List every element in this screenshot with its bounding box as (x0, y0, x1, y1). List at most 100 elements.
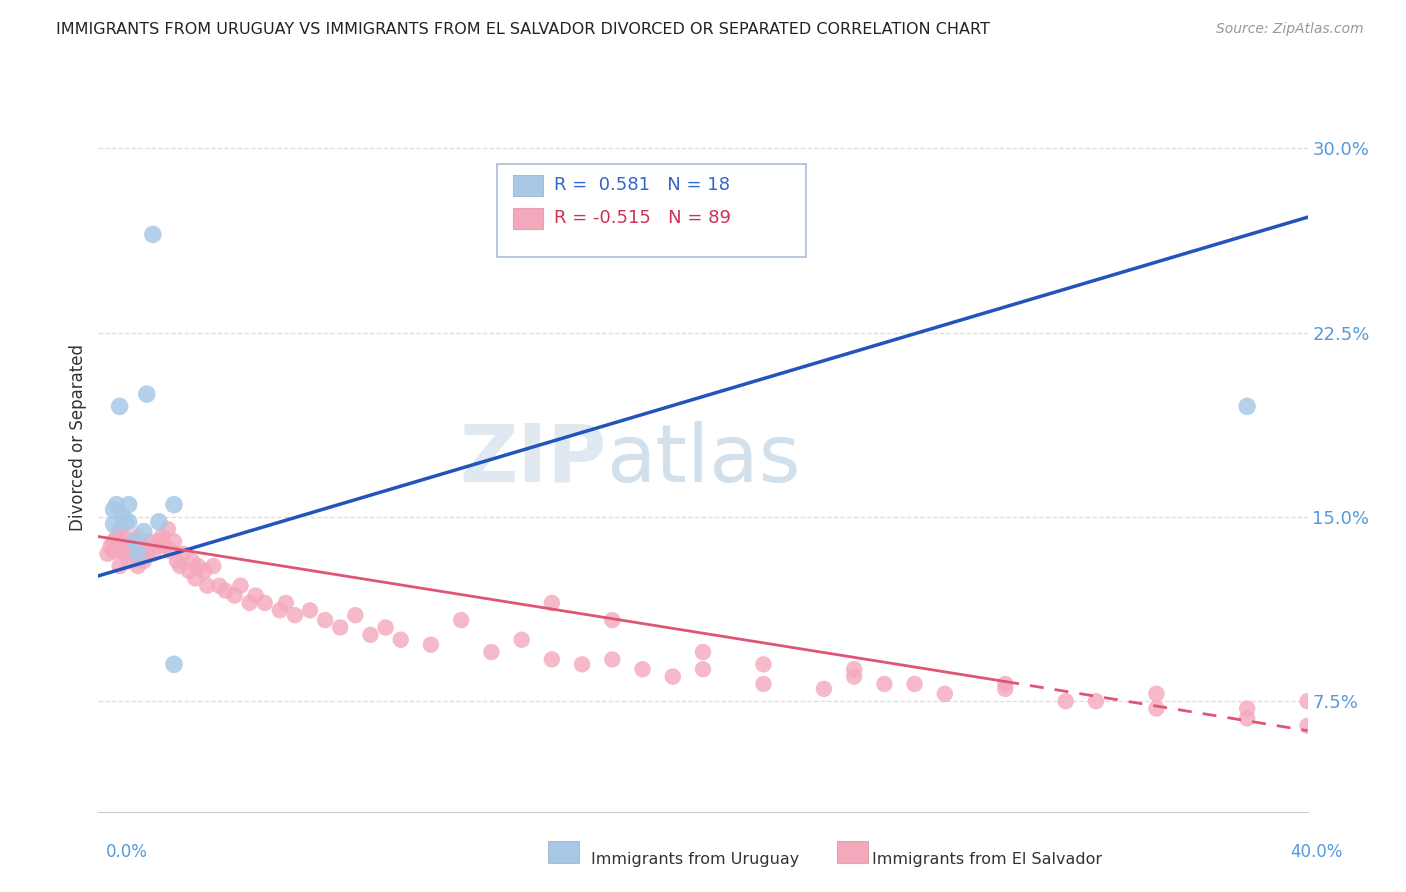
Y-axis label: Divorced or Separated: Divorced or Separated (69, 343, 87, 531)
Point (166, 554, 188, 568)
Point (139, 534, 162, 549)
Point (934, 687, 956, 701)
FancyBboxPatch shape (513, 208, 543, 228)
Point (844, 670, 866, 684)
Point (692, 662, 714, 676)
Point (129, 544, 152, 558)
Point (208, 579, 231, 593)
Point (114, 515, 136, 529)
Point (187, 559, 209, 574)
Point (163, 657, 186, 672)
Point (156, 522, 179, 536)
Point (904, 677, 927, 691)
Point (374, 620, 396, 634)
Point (1296, 719, 1319, 733)
Point (245, 589, 267, 603)
Point (269, 603, 291, 617)
Text: ZIP: ZIP (458, 420, 606, 499)
Point (118, 515, 141, 529)
Point (184, 571, 207, 585)
Point (132, 554, 155, 568)
FancyBboxPatch shape (548, 841, 579, 863)
Point (163, 534, 186, 549)
Point (1236, 701, 1258, 715)
Point (224, 589, 246, 603)
Point (752, 657, 775, 672)
Point (229, 579, 252, 593)
Point (1236, 400, 1258, 414)
Point (1236, 711, 1258, 725)
Point (148, 534, 170, 549)
Point (121, 547, 143, 561)
Point (142, 227, 165, 242)
Point (121, 534, 143, 549)
Point (314, 613, 336, 627)
Point (127, 530, 149, 544)
Point (994, 677, 1017, 691)
Point (239, 596, 262, 610)
Point (153, 540, 176, 554)
Point (163, 498, 186, 512)
Text: R = -0.515   N = 89: R = -0.515 N = 89 (554, 210, 731, 227)
Point (179, 564, 201, 578)
Point (661, 670, 683, 684)
Point (274, 596, 297, 610)
Point (1144, 687, 1167, 701)
Point (103, 517, 125, 532)
Point (135, 387, 157, 401)
Point (284, 608, 307, 623)
Point (96, 547, 118, 561)
Point (1296, 694, 1319, 708)
Point (118, 540, 141, 554)
Point (481, 645, 503, 659)
Point (160, 544, 183, 558)
Point (540, 652, 562, 666)
Point (360, 628, 382, 642)
Point (132, 540, 155, 554)
Point (602, 613, 624, 627)
Point (752, 677, 775, 691)
Point (108, 400, 131, 414)
Text: Immigrants from Uruguay: Immigrants from Uruguay (591, 852, 799, 867)
Text: Source: ZipAtlas.com: Source: ZipAtlas.com (1216, 22, 1364, 37)
Point (148, 515, 170, 529)
Point (181, 554, 204, 568)
Point (844, 662, 866, 676)
Text: atlas: atlas (606, 420, 800, 499)
Text: R =  0.581   N = 18: R = 0.581 N = 18 (554, 177, 730, 194)
Point (692, 645, 714, 659)
Point (135, 547, 157, 561)
FancyBboxPatch shape (498, 163, 806, 257)
Point (389, 632, 412, 647)
Point (111, 527, 134, 541)
Point (108, 559, 131, 574)
Point (150, 530, 173, 544)
Point (571, 202, 593, 217)
Point (105, 540, 128, 554)
FancyBboxPatch shape (513, 175, 543, 196)
Point (450, 613, 472, 627)
Point (1085, 694, 1108, 708)
Point (631, 662, 654, 676)
Point (114, 547, 136, 561)
Point (111, 544, 134, 558)
Point (124, 540, 146, 554)
Point (602, 652, 624, 666)
Point (118, 498, 141, 512)
Point (127, 559, 149, 574)
Point (420, 638, 443, 652)
Point (202, 559, 225, 574)
Point (344, 608, 367, 623)
Point (873, 677, 896, 691)
Point (100, 540, 122, 554)
Point (103, 534, 125, 549)
Point (105, 498, 128, 512)
Point (118, 554, 141, 568)
Point (169, 559, 191, 574)
Point (195, 579, 218, 593)
Point (214, 583, 236, 598)
Point (540, 596, 562, 610)
Point (142, 547, 165, 561)
Point (111, 510, 134, 524)
Point (299, 603, 322, 617)
